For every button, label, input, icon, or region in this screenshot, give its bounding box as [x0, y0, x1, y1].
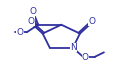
Text: O: O — [27, 17, 34, 26]
Text: O: O — [82, 54, 89, 62]
Text: O: O — [16, 28, 23, 38]
Text: N: N — [70, 43, 77, 52]
Text: O: O — [88, 17, 96, 26]
Text: O: O — [30, 7, 37, 16]
